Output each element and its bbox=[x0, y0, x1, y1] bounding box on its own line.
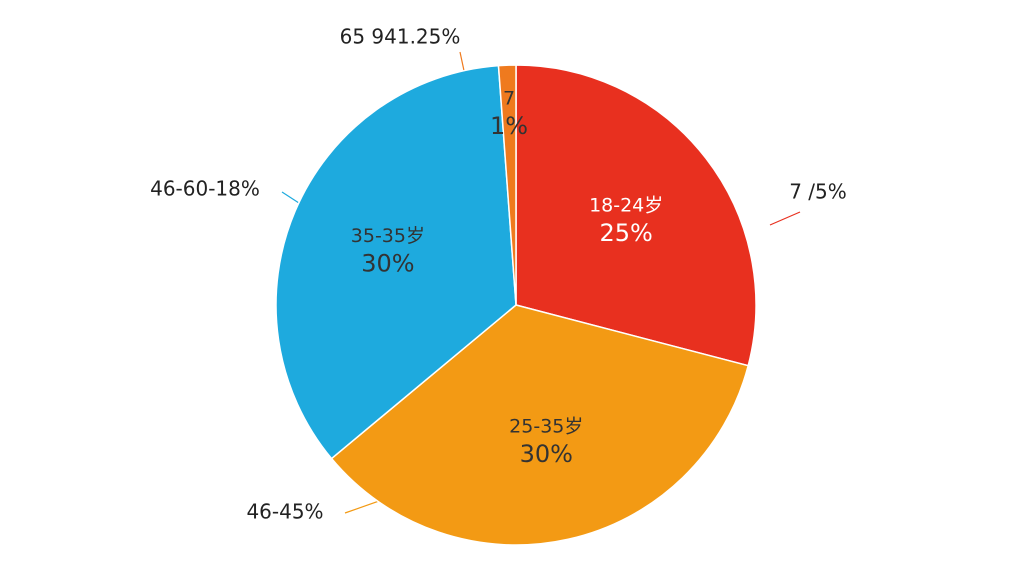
outer-annotation: 65 941.25% bbox=[340, 25, 461, 49]
slice-value-label: 1% bbox=[490, 112, 528, 140]
pie-slice bbox=[330, 304, 750, 546]
pie-slice bbox=[275, 64, 517, 460]
pie-slice bbox=[497, 64, 517, 306]
slice-value-label: 25% bbox=[600, 219, 653, 247]
slice-label: 7 bbox=[503, 88, 515, 110]
pie-slice bbox=[515, 64, 757, 367]
slice-label: 35-35岁 bbox=[351, 225, 425, 247]
outer-annotation: 7 /5% bbox=[789, 180, 847, 204]
slice-label: 25-35岁 bbox=[509, 415, 583, 437]
leader-line bbox=[344, 499, 383, 514]
slice-value-label: 30% bbox=[520, 440, 573, 468]
leader-line bbox=[769, 211, 801, 226]
slice-label: 18-24岁 bbox=[589, 194, 663, 216]
outer-annotation: 46-45% bbox=[246, 500, 323, 524]
slice-value-label: 30% bbox=[361, 250, 414, 278]
outer-annotation: 46-60-18% bbox=[150, 177, 260, 201]
